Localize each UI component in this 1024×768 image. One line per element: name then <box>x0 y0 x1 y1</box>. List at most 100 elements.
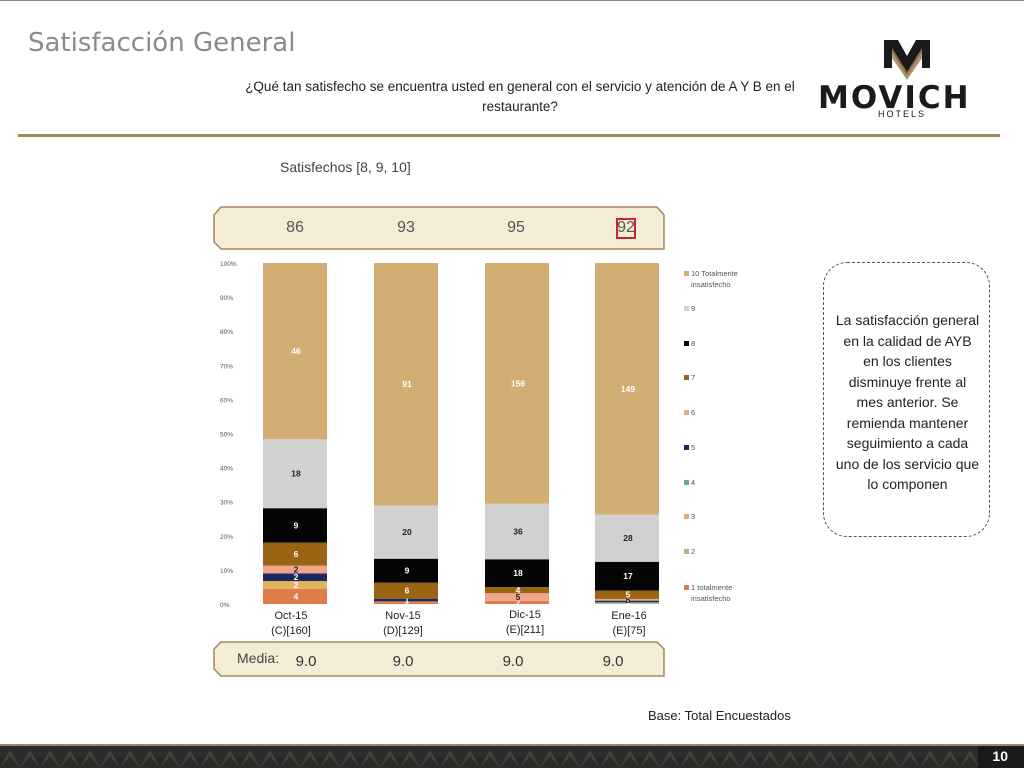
legend-swatch <box>684 306 689 311</box>
legend-label: 1 totalmente <box>691 583 732 592</box>
data-label: 46 <box>291 346 301 356</box>
bar-segment <box>263 263 327 440</box>
bar-segment <box>485 600 549 604</box>
bar-segment <box>485 587 549 594</box>
data-label: 156 <box>511 378 525 388</box>
movich-logo-icon <box>884 40 930 80</box>
media-value: 9.0 <box>392 653 414 670</box>
satisfied-value: 86 <box>286 219 304 236</box>
slide-title: Satisfacción General <box>28 28 296 58</box>
data-label: 18 <box>291 469 301 479</box>
legend-label: 3 <box>691 512 695 521</box>
y-tick-label: 100% <box>220 261 237 268</box>
data-label: 4 <box>516 585 521 595</box>
title-divider <box>18 134 1000 137</box>
y-tick-label: 30% <box>220 500 233 507</box>
legend-label: 5 <box>691 443 695 452</box>
legend-label: 4 <box>691 478 695 487</box>
bar-segment <box>595 263 659 515</box>
data-label: 28 <box>623 533 633 543</box>
top-border <box>0 0 1024 1</box>
footer-band <box>0 744 1024 768</box>
bar-segment <box>374 601 438 604</box>
y-tick-label: 0% <box>220 602 230 609</box>
bar-segment <box>374 505 438 559</box>
stacked-bar-chart: 0%10%20%30%40%50%60%70%80%90%100%4222691… <box>220 261 738 609</box>
legend-label: 7 <box>691 373 695 382</box>
data-label: 2 <box>294 580 299 590</box>
bar-segment <box>263 588 327 604</box>
legend-label: 10 Totalmente <box>691 269 738 278</box>
legend-swatch <box>684 585 689 590</box>
legend-swatch <box>684 341 689 346</box>
data-label: 2 <box>294 565 299 575</box>
data-label: 17 <box>623 571 633 581</box>
data-label: 36 <box>513 526 523 536</box>
data-label: 5 <box>626 595 631 605</box>
y-tick-label: 50% <box>220 432 233 439</box>
bar-segment <box>374 263 438 506</box>
legend-swatch <box>684 445 689 450</box>
bar-segment <box>263 542 327 566</box>
satisfied-label: Satisfechos [8, 9, 10] <box>280 159 411 175</box>
data-label: 2 <box>294 572 299 582</box>
bar-segment <box>263 581 327 589</box>
bar-segment <box>595 590 659 599</box>
legend-swatch <box>684 375 689 380</box>
y-tick-label: 80% <box>220 329 233 336</box>
satisfied-value: 95 <box>507 219 525 236</box>
base-note: Base: Total Encuestados <box>648 708 791 723</box>
legend-swatch <box>684 514 689 519</box>
data-label: 6 <box>294 549 299 559</box>
legend-label: 9 <box>691 304 695 313</box>
media-banner <box>213 641 665 677</box>
data-label: 4 <box>294 591 299 601</box>
bar-segment <box>263 565 327 574</box>
y-tick-label: 20% <box>220 534 233 541</box>
legend-swatch <box>684 271 689 276</box>
bar-segment <box>263 439 327 509</box>
legend-swatch <box>684 480 689 485</box>
data-label: 18 <box>513 568 523 578</box>
bar-segment <box>595 561 659 591</box>
y-tick-label: 40% <box>220 466 233 473</box>
data-label: 1 <box>626 596 631 606</box>
logo-wordmark: MOVICH <box>818 80 971 116</box>
y-tick-label: 60% <box>220 397 233 404</box>
page-number: 10 <box>992 748 1008 764</box>
bar-segment <box>595 600 659 603</box>
data-label: 1 <box>405 595 410 605</box>
data-label: 2 <box>516 597 521 607</box>
bar-segment <box>374 582 438 599</box>
data-label: 1 <box>626 598 631 608</box>
legend-label: insatisfecho <box>691 594 731 603</box>
bar-segment <box>485 593 549 601</box>
bar-segment <box>485 263 549 504</box>
media-value: 9.0 <box>502 653 524 670</box>
bar-segment <box>374 598 438 602</box>
data-label: 9 <box>405 566 410 576</box>
data-label: 6 <box>405 586 410 596</box>
data-label: 5 <box>516 592 521 602</box>
y-tick-label: 10% <box>220 568 233 575</box>
satisfied-banner <box>213 206 665 250</box>
bar-segment <box>595 602 659 604</box>
x-category: Oct-15 (C)[160] <box>271 610 311 637</box>
y-tick-label: 90% <box>220 295 233 302</box>
satisfied-value: 92 <box>617 219 635 236</box>
media-value: 9.0 <box>602 653 624 670</box>
legend-label: 2 <box>691 547 695 556</box>
y-tick-label: 70% <box>220 363 233 370</box>
bar-segment <box>263 508 327 543</box>
bar-segment <box>374 558 438 583</box>
legend-label: 8 <box>691 339 695 348</box>
survey-question: ¿Qué tan satisfecho se encuentra usted e… <box>245 79 795 114</box>
note-text: La satisfacción general en la calidad de… <box>835 312 980 492</box>
bar-segment <box>595 514 659 562</box>
bar-segment <box>263 573 327 582</box>
highlight-box <box>616 218 636 239</box>
bar-segment <box>485 503 549 560</box>
note-box <box>823 262 990 537</box>
media-value: 9.0 <box>295 653 317 670</box>
data-label: 9 <box>294 520 299 530</box>
